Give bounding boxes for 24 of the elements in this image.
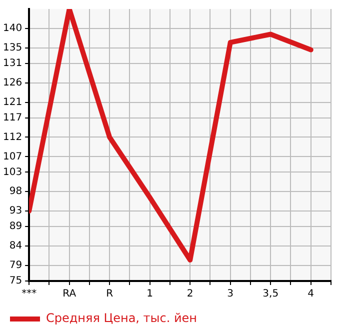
y-tick-label: 103	[2, 166, 22, 178]
x-tick-label: R	[106, 288, 114, 300]
x-tick-label: 3,5	[262, 288, 279, 300]
y-tick-label: 117	[2, 112, 22, 124]
x-tick-label: RA	[62, 288, 76, 300]
x-tick-label: 2	[186, 288, 194, 300]
x-tick-label: 4	[308, 288, 314, 300]
y-tick-label: 112	[2, 132, 22, 143]
y-tick-label: 121	[2, 96, 22, 108]
x-tick-label: ***	[22, 288, 37, 300]
y-tick-label: 79	[9, 260, 22, 272]
y-tick-label: 107	[2, 151, 22, 162]
y-tick-label: 140	[2, 23, 22, 34]
y-tick-label: 89	[9, 221, 22, 232]
y-tick-label: 98	[9, 186, 22, 198]
y-tick-label: 131	[2, 58, 22, 69]
x-tick-label: 3	[227, 288, 234, 300]
y-tick-label: 93	[9, 206, 22, 217]
y-tick-label: 135	[2, 42, 22, 54]
y-tick-label: 75	[9, 276, 22, 287]
y-tick-label: 84	[9, 240, 22, 252]
legend-label: Средняя Цена, тыс. йен	[46, 311, 198, 326]
y-tick-label: 126	[2, 77, 22, 88]
x-tick-label: 1	[146, 288, 154, 300]
